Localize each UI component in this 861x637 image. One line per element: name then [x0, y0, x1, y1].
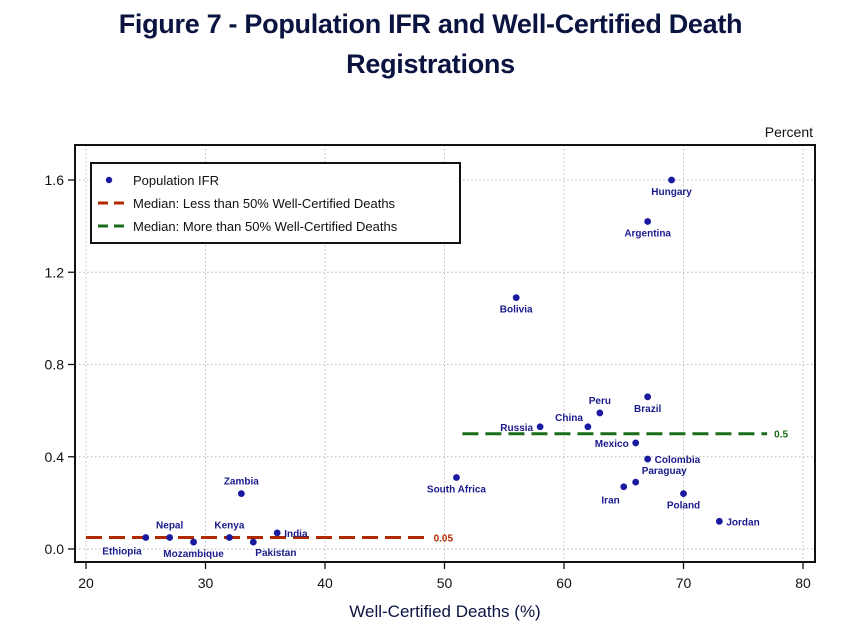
data-point-kenya — [226, 534, 233, 541]
data-label-colombia: Colombia — [655, 455, 701, 466]
data-label-india: India — [284, 529, 308, 540]
x-tick-label: 30 — [198, 575, 214, 591]
data-point-peru — [596, 409, 604, 417]
figure-title-line-2: Registrations — [346, 49, 515, 79]
data-label-paraguay: Paraguay — [642, 466, 687, 477]
data-point-south-africa — [453, 474, 460, 481]
x-tick-label: 60 — [556, 575, 572, 591]
figure-title: Figure 7 - Population IFR and Well-Certi… — [0, 4, 861, 84]
data-point-iran — [620, 483, 628, 491]
x-tick-label: 70 — [676, 575, 692, 591]
y-tick-label: 0.4 — [45, 449, 65, 465]
legend-entry-label: Median: More than 50% Well-Certified Dea… — [133, 219, 398, 234]
y-tick-label: 1.6 — [45, 172, 65, 188]
data-point-china — [584, 423, 592, 431]
data-label-mozambique: Mozambique — [163, 549, 224, 560]
data-point-ethiopia — [142, 534, 150, 541]
data-label-mexico: Mexico — [595, 439, 629, 450]
data-label-kenya: Kenya — [214, 520, 244, 531]
data-label-brazil: Brazil — [634, 404, 661, 415]
x-tick-label: 40 — [317, 575, 333, 591]
data-point-russia — [536, 423, 544, 431]
median-value-label: 0.5 — [774, 430, 788, 441]
figure-title-line-1: Figure 7 - Population IFR and Well-Certi… — [118, 9, 743, 39]
y-units-label: Percent — [765, 124, 813, 140]
data-point-jordan — [715, 517, 723, 525]
data-point-nepal — [166, 534, 174, 541]
data-label-zambia: Zambia — [224, 477, 259, 488]
data-point-india — [273, 529, 281, 537]
data-label-iran: Iran — [601, 496, 619, 507]
legend-entry-label: Median: Less than 50% Well-Certified Dea… — [133, 196, 396, 211]
y-tick-label: 0.8 — [45, 357, 65, 373]
y-tick-label: 1.2 — [45, 264, 65, 280]
data-point-colombia — [644, 455, 652, 463]
data-point-hungary — [668, 176, 675, 184]
data-label-peru: Peru — [589, 396, 611, 407]
x-tick-label: 20 — [78, 575, 94, 591]
gridlines — [75, 145, 815, 562]
data-point-mexico — [632, 439, 640, 447]
data-label-pakistan: Pakistan — [255, 548, 296, 559]
data-point-bolivia — [512, 294, 520, 302]
data-points: Hungary Argentina Bolivia Brazil Peru China Ru… — [102, 176, 760, 560]
data-point-paraguay — [632, 478, 640, 486]
data-point-argentina — [644, 218, 652, 225]
x-tick-label: 80 — [795, 575, 811, 591]
data-label-russia: Russia — [500, 423, 533, 434]
data-point-pakistan — [249, 538, 257, 546]
data-point-brazil — [644, 393, 652, 401]
data-label-poland: Poland — [667, 501, 700, 512]
legend: Population IFR Median: Less than 50% Well… — [90, 162, 461, 244]
data-label-bolivia: Bolivia — [500, 305, 533, 316]
data-point-zambia — [237, 490, 245, 498]
data-label-south-africa: South Africa — [427, 485, 487, 496]
legend-marker-icon — [105, 176, 113, 184]
median-value-label: 0.05 — [434, 533, 454, 544]
data-label-hungary: Hungary — [651, 187, 692, 198]
data-label-argentina: Argentina — [624, 229, 671, 240]
x-axis: 20 30 40 50 60 70 80 — [78, 562, 811, 591]
legend-entry-label: Population IFR — [133, 173, 219, 188]
data-label-nepal: Nepal — [156, 520, 183, 531]
x-tick-label: 50 — [437, 575, 453, 591]
data-label-ethiopia: Ethiopia — [102, 546, 142, 557]
y-axis: 0.0 0.4 0.8 1.2 1.6 — [45, 172, 75, 557]
x-axis-title: Well-Certified Deaths (%) — [349, 602, 540, 621]
data-label-china: China — [555, 413, 583, 424]
y-tick-label: 0.0 — [45, 541, 65, 557]
legend-box — [90, 162, 461, 244]
data-label-jordan: Jordan — [726, 517, 759, 528]
data-point-mozambique — [190, 538, 197, 546]
data-point-poland — [680, 490, 687, 498]
